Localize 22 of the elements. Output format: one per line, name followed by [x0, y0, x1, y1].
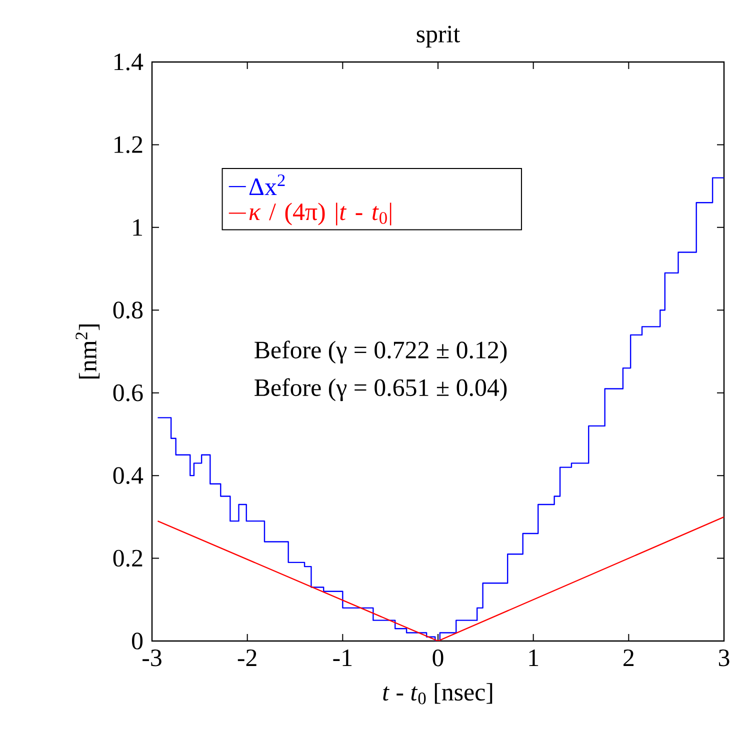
x-tick-label: 0 [432, 650, 444, 666]
y-tick-label: 0.2 [113, 550, 142, 567]
x-tick-label: -2 [238, 650, 256, 666]
legend-label: Δx$^{2}$ [249, 174, 285, 195]
legend-label: κ / (4π) |t - t$_{0}$| [249, 202, 392, 226]
x-tick-label: 2 [624, 650, 634, 666]
x-tick-label: 3 [718, 650, 730, 666]
x-tick-label: -1 [333, 650, 352, 666]
annotation: Before (γ = 0.722 ± 0.12) [254, 340, 507, 364]
y-tick-label: 0 [132, 632, 143, 650]
y-tick-label: 1 [133, 219, 142, 236]
x-tick-label: -3 [142, 650, 162, 666]
y-tick-label: 0.4 [113, 467, 144, 484]
y-tick-label: 0.6 [113, 384, 143, 402]
x-tick-label: 1 [529, 650, 538, 666]
y-tick-label: 1.4 [114, 54, 144, 70]
x-axis-title: t - t$_{0}$ [nsec] [383, 683, 492, 704]
y-tick-label: 1.2 [114, 136, 142, 154]
chart-title: sprit [416, 26, 460, 48]
y-tick-label: 0.8 [113, 302, 143, 319]
y-axis-title: [nm$^{2}$] [76, 324, 100, 378]
annotation: Before (γ = 0.651 ± 0.04) [254, 378, 507, 402]
